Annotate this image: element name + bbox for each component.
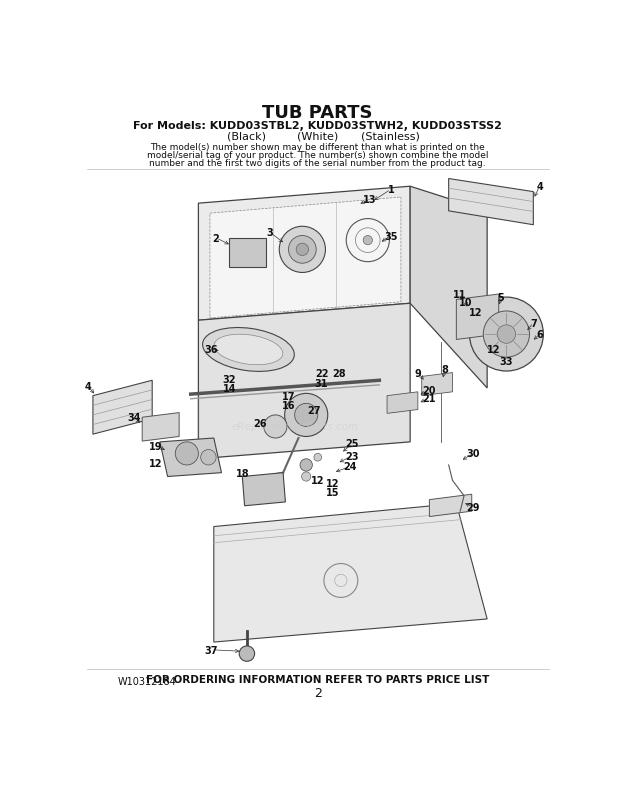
Text: 12: 12 bbox=[149, 459, 163, 469]
Text: 19: 19 bbox=[149, 441, 163, 452]
Text: 4: 4 bbox=[536, 182, 543, 192]
Text: 12: 12 bbox=[326, 478, 340, 488]
Text: 12: 12 bbox=[487, 345, 500, 355]
Circle shape bbox=[279, 227, 326, 273]
Text: 21: 21 bbox=[423, 394, 436, 403]
Polygon shape bbox=[387, 392, 418, 414]
Circle shape bbox=[314, 454, 322, 461]
Text: 13: 13 bbox=[363, 195, 377, 205]
Text: 29: 29 bbox=[466, 503, 480, 512]
Text: W10312184: W10312184 bbox=[118, 676, 176, 686]
Text: (White): (White) bbox=[297, 132, 339, 141]
Text: 15: 15 bbox=[326, 488, 340, 497]
Polygon shape bbox=[160, 439, 221, 477]
Polygon shape bbox=[142, 413, 179, 442]
Circle shape bbox=[301, 472, 311, 481]
Circle shape bbox=[201, 450, 216, 465]
Text: 12: 12 bbox=[311, 476, 324, 486]
Text: 16: 16 bbox=[281, 400, 295, 411]
Polygon shape bbox=[229, 238, 266, 268]
Polygon shape bbox=[198, 187, 410, 321]
Circle shape bbox=[175, 443, 198, 465]
Circle shape bbox=[484, 311, 529, 358]
Text: 14: 14 bbox=[223, 383, 236, 394]
Text: 8: 8 bbox=[441, 364, 448, 375]
Text: 23: 23 bbox=[346, 452, 359, 461]
Text: (Stainless): (Stainless) bbox=[361, 132, 420, 141]
Polygon shape bbox=[410, 187, 487, 388]
Text: For Models: KUDD03STBL2, KUDD03STWH2, KUDD03STSS2: For Models: KUDD03STBL2, KUDD03STWH2, KU… bbox=[133, 120, 502, 131]
Text: 22: 22 bbox=[315, 368, 329, 378]
Polygon shape bbox=[430, 495, 472, 517]
Text: 9: 9 bbox=[415, 368, 421, 378]
Circle shape bbox=[300, 460, 312, 472]
Text: 30: 30 bbox=[466, 449, 480, 459]
Polygon shape bbox=[198, 304, 410, 460]
Text: model/serial tag of your product. The number(s) shown combine the model: model/serial tag of your product. The nu… bbox=[147, 151, 489, 160]
Text: (Black): (Black) bbox=[228, 132, 267, 141]
Circle shape bbox=[363, 237, 373, 245]
Text: 31: 31 bbox=[315, 378, 329, 388]
Circle shape bbox=[296, 244, 309, 256]
Text: 12: 12 bbox=[469, 308, 482, 318]
Polygon shape bbox=[242, 473, 285, 506]
Ellipse shape bbox=[214, 334, 283, 365]
Text: eReplacementParts.com: eReplacementParts.com bbox=[231, 422, 358, 432]
Text: 2: 2 bbox=[314, 686, 322, 699]
Text: 10: 10 bbox=[459, 298, 472, 307]
Ellipse shape bbox=[203, 328, 294, 372]
Text: 27: 27 bbox=[307, 405, 321, 415]
Text: TUB PARTS: TUB PARTS bbox=[262, 104, 373, 122]
Text: 36: 36 bbox=[205, 345, 218, 355]
Text: 28: 28 bbox=[332, 368, 346, 378]
Text: 20: 20 bbox=[423, 386, 436, 395]
Text: 33: 33 bbox=[500, 357, 513, 367]
Polygon shape bbox=[210, 198, 401, 318]
Circle shape bbox=[239, 646, 255, 662]
Text: 32: 32 bbox=[223, 375, 236, 384]
Circle shape bbox=[288, 237, 316, 264]
Polygon shape bbox=[422, 373, 453, 396]
Text: 35: 35 bbox=[384, 231, 397, 241]
Text: 1: 1 bbox=[388, 185, 394, 195]
Text: 26: 26 bbox=[253, 418, 267, 428]
Text: 2: 2 bbox=[213, 233, 219, 244]
Circle shape bbox=[294, 404, 317, 427]
Text: 7: 7 bbox=[530, 318, 537, 328]
Text: FOR ORDERING INFORMATION REFER TO PARTS PRICE LIST: FOR ORDERING INFORMATION REFER TO PARTS … bbox=[146, 674, 489, 684]
Text: 37: 37 bbox=[205, 645, 218, 655]
Text: 6: 6 bbox=[536, 330, 543, 339]
Text: 5: 5 bbox=[498, 293, 505, 302]
Text: 17: 17 bbox=[281, 391, 295, 401]
Circle shape bbox=[264, 415, 287, 439]
Text: 34: 34 bbox=[128, 413, 141, 423]
Polygon shape bbox=[456, 294, 498, 340]
Text: 11: 11 bbox=[453, 290, 466, 300]
Text: 25: 25 bbox=[346, 439, 359, 449]
Polygon shape bbox=[449, 180, 533, 225]
Circle shape bbox=[285, 394, 328, 437]
Text: 24: 24 bbox=[343, 462, 357, 472]
Polygon shape bbox=[214, 504, 487, 642]
Text: 4: 4 bbox=[85, 382, 92, 392]
Text: The model(s) number shown may be different than what is printed on the: The model(s) number shown may be differe… bbox=[151, 144, 485, 152]
Polygon shape bbox=[93, 381, 152, 435]
Circle shape bbox=[469, 298, 543, 371]
Text: 3: 3 bbox=[267, 228, 273, 238]
Text: number and the first two digits of the serial number from the product tag.: number and the first two digits of the s… bbox=[149, 159, 486, 168]
Text: 18: 18 bbox=[236, 468, 249, 478]
Circle shape bbox=[497, 326, 516, 344]
